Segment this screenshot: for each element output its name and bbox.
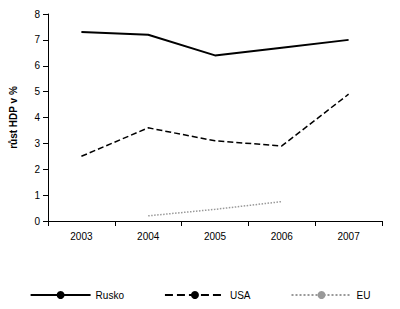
svg-text:2006: 2006 [271,231,294,242]
svg-text:3: 3 [34,138,40,149]
svg-text:7: 7 [34,34,40,45]
svg-text:5: 5 [34,86,40,97]
svg-text:růst HDP v %: růst HDP v % [8,86,19,149]
svg-text:2007: 2007 [337,231,360,242]
svg-text:8: 8 [34,9,40,20]
svg-text:EU: EU [357,290,371,301]
svg-text:2: 2 [34,164,40,175]
svg-text:4: 4 [34,112,40,123]
svg-text:USA: USA [230,290,251,301]
svg-text:2004: 2004 [137,231,160,242]
svg-text:Rusko: Rusko [96,290,125,301]
svg-text:2003: 2003 [70,231,93,242]
svg-text:0: 0 [34,216,40,227]
svg-text:6: 6 [34,60,40,71]
svg-text:1: 1 [34,190,40,201]
svg-text:2005: 2005 [204,231,227,242]
